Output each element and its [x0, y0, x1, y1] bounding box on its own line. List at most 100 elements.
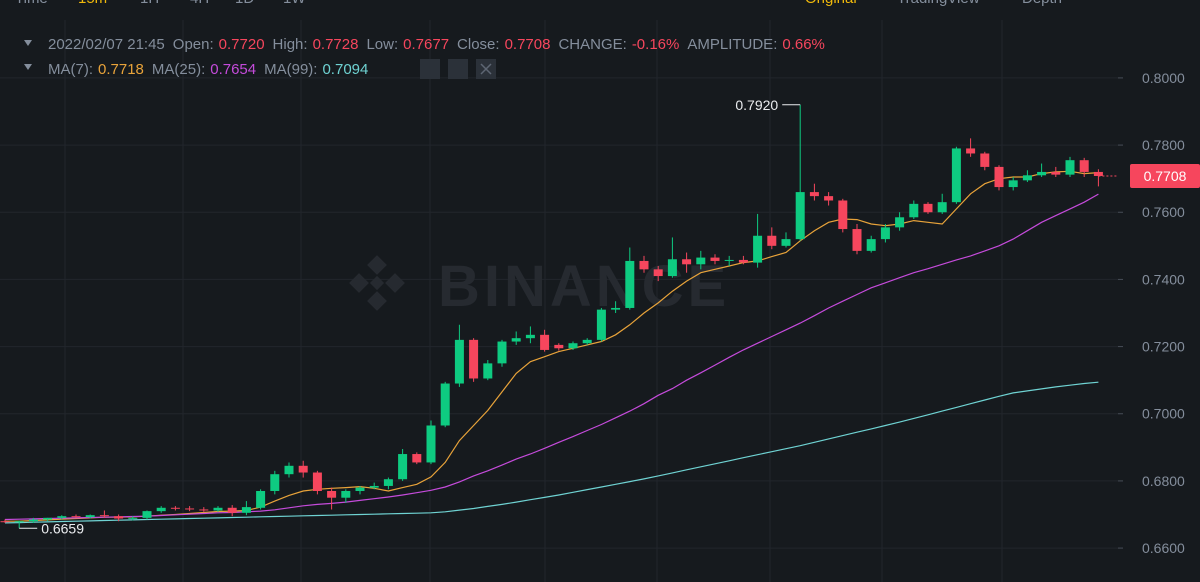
- legend-label: Low:: [366, 36, 398, 53]
- candle-body: [753, 235, 763, 263]
- collapse-arrow[interactable]: [24, 64, 32, 70]
- legend-label: Open:: [173, 36, 214, 53]
- candle-body: [454, 339, 464, 384]
- candle-body: [724, 259, 734, 261]
- candle-body: [951, 148, 961, 203]
- y-tick-label: 0.7400: [1142, 271, 1185, 287]
- interval-tab[interactable]: 4H: [190, 0, 209, 7]
- candle-body: [1079, 160, 1089, 172]
- legend-label: High:: [273, 36, 308, 53]
- interval-tab[interactable]: 15m: [78, 0, 107, 7]
- candle-body: [682, 259, 692, 265]
- candle-body: [497, 341, 507, 364]
- view-tab[interactable]: Original: [805, 0, 857, 7]
- candle-body: [142, 511, 152, 518]
- ma-name: MA(25):: [152, 61, 205, 78]
- candle-body: [1037, 171, 1047, 176]
- ma-name: MA(7):: [48, 61, 93, 78]
- candle-body: [795, 192, 805, 240]
- ma-value: 0.7094: [322, 61, 368, 78]
- candle-body: [85, 515, 95, 518]
- candle-body: [199, 509, 209, 511]
- watermark-logo: [349, 255, 405, 311]
- y-tick-label: 0.6600: [1142, 540, 1185, 556]
- legend-label: Close:: [457, 36, 500, 53]
- candle-body: [156, 507, 166, 512]
- candle-body: [639, 260, 649, 270]
- y-tick-label: 0.7600: [1142, 204, 1185, 220]
- candle-body: [341, 490, 351, 498]
- candle-body: [937, 202, 947, 213]
- legend-value: 0.7728: [313, 36, 359, 53]
- candle-body: [611, 307, 621, 310]
- candle-body: [980, 153, 990, 167]
- candle-body: [1093, 171, 1103, 176]
- candle-body: [398, 454, 408, 480]
- candle-body: [14, 521, 24, 523]
- candle-body: [383, 479, 393, 486]
- candle-body: [284, 465, 294, 475]
- eye-button[interactable]: [420, 59, 440, 79]
- candle-body: [923, 203, 933, 213]
- candle-body: [710, 257, 720, 261]
- candle-body: [256, 490, 266, 508]
- legend-value: 0.7720: [219, 36, 265, 53]
- interval-tab[interactable]: Time: [15, 0, 48, 7]
- candle-body: [525, 334, 535, 339]
- y-tick-label: 0.6800: [1142, 473, 1185, 489]
- candle-body: [440, 383, 450, 426]
- candle-body: [71, 516, 81, 518]
- candle-body: [667, 259, 677, 277]
- candle-body: [99, 515, 109, 517]
- candle-body: [185, 508, 195, 510]
- candle-body: [28, 519, 38, 522]
- legend-value: 0.7677: [403, 36, 449, 53]
- candle-body: [653, 269, 663, 277]
- interval-tab[interactable]: 1W: [283, 0, 306, 7]
- candle-body: [994, 166, 1004, 188]
- logo-part: [367, 255, 387, 275]
- candle-body: [327, 490, 337, 498]
- candle-body: [483, 363, 493, 379]
- candle-body: [568, 343, 578, 349]
- candle-body: [809, 192, 819, 197]
- candle-body: [909, 203, 919, 218]
- candle-body: [824, 196, 834, 201]
- price-axis: [1118, 0, 1200, 582]
- interval-tab[interactable]: 1D: [235, 0, 254, 7]
- candle-body: [298, 465, 308, 473]
- logo-part: [349, 273, 369, 293]
- interval-tab[interactable]: 1H: [140, 0, 159, 7]
- candle-body: [880, 227, 890, 240]
- settings-button[interactable]: [448, 59, 468, 79]
- candle-body: [241, 507, 251, 513]
- legend-value: 0.7708: [505, 36, 551, 53]
- view-tab[interactable]: Depth: [1022, 0, 1062, 7]
- max-label: 0.7920: [735, 97, 778, 113]
- last-price-tag: [1130, 163, 1200, 188]
- ma-value: 0.7654: [210, 61, 256, 78]
- candle-body: [0, 521, 10, 523]
- candle-body: [866, 239, 876, 251]
- ma-name: MA(99):: [264, 61, 317, 78]
- candle-body: [895, 217, 905, 228]
- legend-date: 2022/02/07 21:45: [48, 36, 165, 53]
- candle-body: [1051, 171, 1061, 175]
- candle-body: [227, 507, 237, 513]
- legend-value: 0.66%: [782, 36, 825, 53]
- candle-body: [554, 344, 564, 349]
- logo-part: [367, 291, 387, 311]
- candle-body: [43, 517, 53, 520]
- candle-body: [738, 259, 748, 263]
- candle-body: [369, 485, 379, 488]
- view-tab[interactable]: TradingView: [897, 0, 980, 7]
- ohlc-legend: 2022/02/07 21:45 Open: 0.7720 High: 0.7728 Lo…: [48, 36, 825, 53]
- candle-body: [1065, 160, 1075, 175]
- ma-line: [4, 193, 1099, 521]
- close-icon: [480, 63, 492, 75]
- candle-body: [596, 309, 606, 340]
- candle-body: [1022, 175, 1032, 181]
- collapse-arrow[interactable]: [24, 40, 32, 46]
- candle-body: [128, 517, 138, 519]
